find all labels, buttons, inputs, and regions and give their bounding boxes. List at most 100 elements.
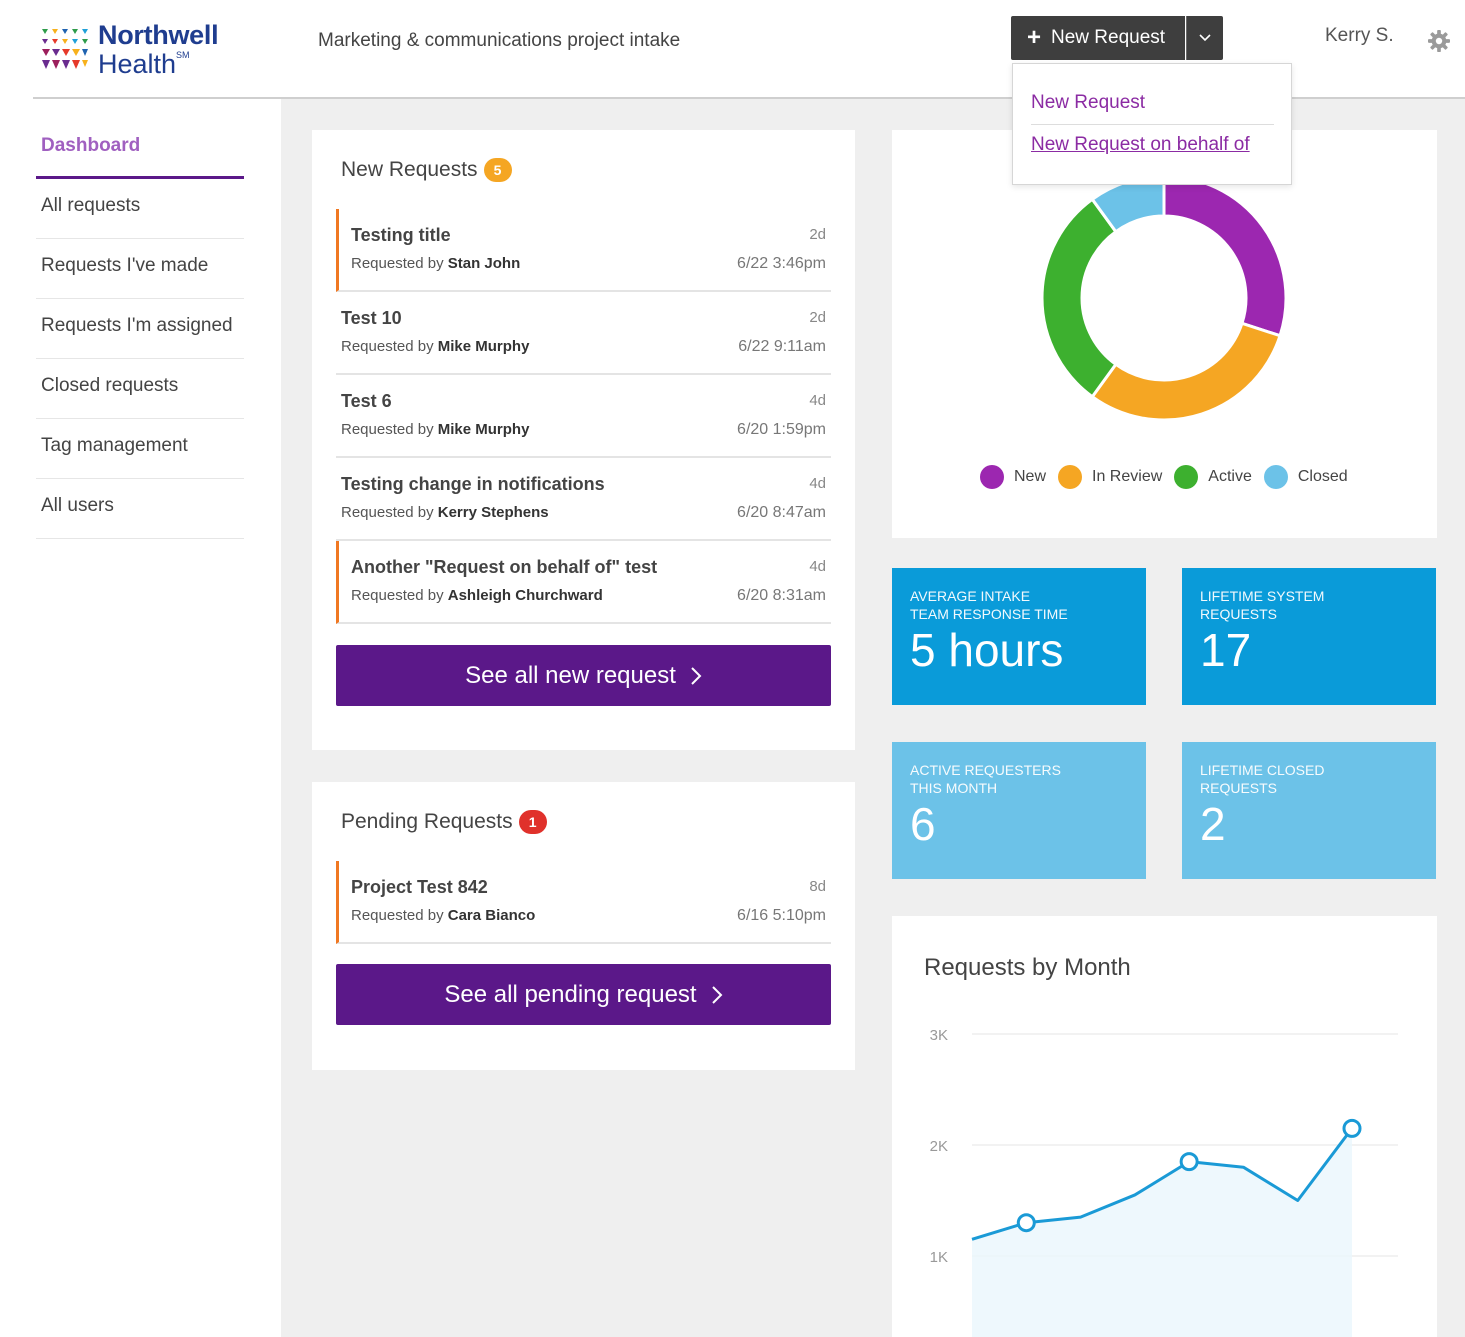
request-row[interactable]: Test 6 Requested by Mike Murphy 4d 6/20 …: [336, 375, 831, 458]
request-row[interactable]: Project Test 842 Requested by Cara Bianc…: [336, 861, 831, 944]
see-all-pending-requests-button[interactable]: See all pending request: [336, 964, 831, 1025]
line-series-area: [972, 1128, 1352, 1337]
legend-dot: [1058, 465, 1083, 489]
request-row[interactable]: Test 10 Requested by Mike Murphy 2d 6/22…: [336, 292, 831, 375]
app-header: Northwell HealthSM Marketing & communica…: [0, 0, 1465, 98]
donut-slice-active: [1040, 197, 1118, 399]
new-request-button[interactable]: + New Request: [1011, 16, 1185, 60]
stat-label-line: requests: [1200, 780, 1278, 796]
chevron-down-icon: [1199, 34, 1211, 42]
legend-dot: [980, 465, 1004, 489]
y-tick-label: 2K: [930, 1138, 948, 1155]
status-donut-card: New In Review Active Closed: [892, 130, 1437, 538]
request-date: 6/22 3:46pm: [737, 255, 826, 272]
sidebar-item-label: Tag management: [41, 435, 188, 456]
new-requests-count-badge: 5: [483, 158, 512, 182]
gear-icon[interactable]: [1428, 30, 1450, 52]
sidebar-item-requests-made[interactable]: Requests I've made: [36, 239, 244, 299]
requester-name: Mike Murphy: [437, 421, 530, 438]
request-row[interactable]: Another "Request on behalf of" test Requ…: [336, 541, 831, 624]
stat-label-line: team response time: [910, 606, 1068, 622]
requester-name: Kerry Stephens: [437, 504, 549, 521]
requested-by-label: Requested by: [341, 504, 434, 521]
stat-label-line: Average intake: [910, 588, 1031, 604]
stat-label: Active requesters this month: [910, 761, 1061, 797]
chevron-right-icon: [691, 666, 702, 685]
request-requester: Requested by Kerry Stephens: [341, 504, 549, 521]
legend-label: Closed: [1297, 468, 1348, 485]
sidebar-item-tag-management[interactable]: Tag management: [36, 419, 244, 479]
request-requester: Requested by Stan John: [351, 255, 520, 272]
pending-requests-title: Pending Requests: [341, 810, 513, 833]
pending-requests-count-badge: 1: [518, 810, 547, 834]
sidebar-item-label: Requests I'm assigned: [41, 315, 233, 336]
stat-lifetime-closed: Lifetime closed requests 2: [1182, 742, 1436, 879]
see-all-new-requests-button[interactable]: See all new request: [336, 645, 831, 706]
legend-item-new: New: [980, 465, 1046, 489]
see-all-new-requests-label: See all new request: [465, 661, 676, 689]
request-age: 2d: [809, 309, 826, 326]
requested-by-label: Requested by: [341, 421, 434, 438]
logo-wordmark-line1: Northwell: [98, 20, 219, 50]
requester-name: Ashleigh Churchward: [447, 587, 603, 604]
stat-label-line: Active requesters: [910, 762, 1061, 778]
header-divider: [33, 97, 1465, 99]
request-age: 4d: [809, 475, 826, 492]
legend-item-active: Active: [1174, 465, 1252, 489]
dashboard-main: New Requests 5 Testing title Requested b…: [281, 99, 1465, 1337]
new-request-split-button: + New Request: [1011, 16, 1223, 60]
see-all-pending-requests-label: See all pending request: [444, 980, 697, 1008]
request-row[interactable]: Testing change in notifications Requeste…: [336, 458, 831, 541]
legend-dot: [1263, 465, 1288, 489]
stat-label: Lifetime system requests: [1200, 587, 1324, 623]
request-date: 6/20 1:59pm: [737, 421, 826, 438]
request-title: Project Test 842: [351, 877, 488, 897]
request-age: 8d: [809, 878, 826, 895]
stat-label-line: Lifetime closed: [1200, 762, 1325, 778]
northwell-logo-mark-icon: [42, 29, 88, 69]
donut-slice-in-review: [1090, 321, 1282, 422]
request-date: 6/22 9:11am: [738, 338, 826, 355]
dropdown-divider: [1031, 124, 1274, 125]
request-age: 4d: [809, 392, 826, 409]
line-data-point[interactable]: [1179, 1152, 1199, 1172]
stat-label-line: Lifetime system: [1200, 588, 1325, 604]
stat-label-line: this month: [910, 780, 998, 796]
logo-sm-mark: SM: [176, 50, 190, 60]
new-request-dropdown-toggle[interactable]: [1186, 16, 1223, 60]
donut-slice-new: [1162, 174, 1288, 338]
stat-value: 17: [1200, 624, 1252, 676]
stat-active-requesters: Active requesters this month 6: [892, 742, 1146, 879]
request-requester: Requested by Cara Bianco: [351, 907, 535, 924]
line-chart-title: Requests by Month: [924, 954, 1131, 981]
sidebar-item-closed-requests[interactable]: Closed requests: [36, 359, 244, 419]
line-data-point[interactable]: [1342, 1118, 1362, 1138]
dropdown-item-new-request[interactable]: New Request: [1031, 92, 1146, 113]
request-requester: Requested by Mike Murphy: [341, 421, 529, 438]
donut-legend: New In Review Active Closed: [980, 465, 1360, 489]
user-menu[interactable]: Kerry S.: [1325, 25, 1394, 46]
pending-requests-card: Pending Requests 1 Project Test 842 Requ…: [312, 782, 855, 1070]
stat-value: 5 hours: [910, 624, 1064, 676]
sidebar-item-dashboard[interactable]: Dashboard: [41, 135, 141, 156]
sidebar-item-all-requests[interactable]: All requests: [36, 179, 244, 239]
sidebar-item-all-users[interactable]: All users: [36, 479, 244, 539]
stat-label-line: requests: [1200, 606, 1278, 622]
sidebar-item-label: All requests: [41, 195, 141, 216]
sidebar-item-requests-assigned[interactable]: Requests I'm assigned: [36, 299, 244, 359]
sidebar-item-label: Closed requests: [41, 375, 179, 396]
chevron-right-icon: [711, 985, 723, 1004]
request-requester: Requested by Mike Murphy: [341, 338, 529, 355]
request-title: Another "Request on behalf of" test: [351, 557, 658, 577]
stat-label: Lifetime closed requests: [1200, 761, 1324, 797]
line-data-point[interactable]: [1016, 1213, 1036, 1233]
new-request-label: New Request: [1051, 27, 1166, 48]
requester-name: Stan John: [447, 255, 521, 272]
request-row[interactable]: Testing title Requested by Stan John 2d …: [336, 209, 831, 292]
northwell-logo[interactable]: Northwell HealthSM: [40, 20, 219, 78]
new-requests-title: New Requests: [341, 158, 478, 181]
y-tick-label: 3K: [930, 1027, 948, 1044]
dropdown-item-new-request-on-behalf[interactable]: New Request on behalf of: [1031, 134, 1250, 155]
requester-name: Cara Bianco: [447, 907, 536, 924]
requested-by-label: Requested by: [351, 587, 444, 604]
